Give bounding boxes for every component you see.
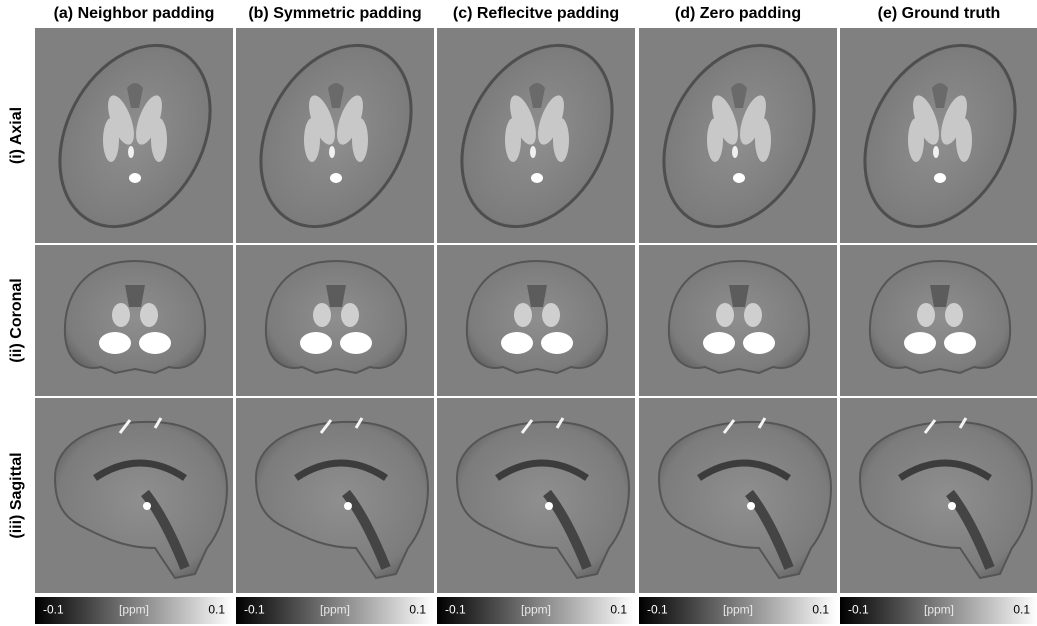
brain-outline	[467, 261, 607, 373]
deep-gray-matter	[744, 303, 762, 327]
column-header: (a) Neighbor padding	[54, 5, 215, 22]
deep-gray-matter	[352, 118, 368, 162]
colorbar-min: -0.1	[445, 603, 466, 617]
colorbar-unit: [ppm]	[521, 603, 551, 617]
bright-spot	[340, 332, 372, 354]
colorbar-max: 0.1	[1013, 603, 1030, 617]
brain-outline	[669, 261, 809, 373]
row-label: (i) Axial	[8, 107, 25, 164]
bright-spot	[948, 502, 956, 510]
brain-outline	[65, 261, 205, 373]
deep-gray-matter	[542, 303, 560, 327]
deep-gray-matter	[716, 303, 734, 327]
brain-slice	[65, 261, 205, 373]
bright-spot	[703, 332, 735, 354]
bright-spot	[732, 146, 738, 158]
row-label: (ii) Coronal	[8, 278, 25, 362]
bright-spot	[330, 173, 342, 183]
deep-gray-matter	[103, 118, 119, 162]
deep-gray-matter	[112, 303, 130, 327]
bright-spot	[329, 146, 335, 158]
deep-gray-matter	[908, 118, 924, 162]
colorbar-min: -0.1	[244, 603, 265, 617]
colorbar-min: -0.1	[43, 603, 64, 617]
column-header: (e) Ground truth	[878, 5, 1001, 22]
colorbar-unit: [ppm]	[119, 603, 149, 617]
deep-gray-matter	[956, 118, 972, 162]
bright-spot	[501, 332, 533, 354]
bright-spot	[344, 502, 352, 510]
row-label: (iii) Sagittal	[8, 452, 25, 538]
colorbar-unit: [ppm]	[320, 603, 350, 617]
colorbar-unit: [ppm]	[723, 603, 753, 617]
bright-spot	[541, 332, 573, 354]
deep-gray-matter	[313, 303, 331, 327]
deep-gray-matter	[151, 118, 167, 162]
deep-gray-matter	[553, 118, 569, 162]
colorbar-max: 0.1	[409, 603, 426, 617]
bright-spot	[934, 173, 946, 183]
bright-spot	[733, 173, 745, 183]
deep-gray-matter	[755, 118, 771, 162]
deep-gray-matter	[917, 303, 935, 327]
bright-spot	[143, 502, 151, 510]
colorbar-min: -0.1	[848, 603, 869, 617]
bright-spot	[904, 332, 936, 354]
brain-slice	[266, 261, 406, 373]
colorbar-max: 0.1	[812, 603, 829, 617]
bright-spot	[747, 502, 755, 510]
bright-spot	[933, 146, 939, 158]
bright-spot	[99, 332, 131, 354]
brain-outline	[266, 261, 406, 373]
colorbar-unit: [ppm]	[924, 603, 954, 617]
deep-gray-matter	[304, 118, 320, 162]
deep-gray-matter	[514, 303, 532, 327]
column-header: (b) Symmetric padding	[248, 5, 421, 22]
colorbar-max: 0.1	[208, 603, 225, 617]
deep-gray-matter	[341, 303, 359, 327]
bright-spot	[944, 332, 976, 354]
colorbar-min: -0.1	[647, 603, 668, 617]
colorbar-max: 0.1	[610, 603, 627, 617]
deep-gray-matter	[707, 118, 723, 162]
column-header: (c) Reflecitve padding	[453, 5, 619, 22]
bright-spot	[530, 146, 536, 158]
brain-slice	[669, 261, 809, 373]
column-header: (d) Zero padding	[675, 5, 801, 22]
bright-spot	[139, 332, 171, 354]
deep-gray-matter	[505, 118, 521, 162]
bright-spot	[128, 146, 134, 158]
brain-slice	[870, 261, 1010, 373]
brain-slice	[467, 261, 607, 373]
deep-gray-matter	[945, 303, 963, 327]
deep-gray-matter	[140, 303, 158, 327]
bright-spot	[545, 502, 553, 510]
bright-spot	[743, 332, 775, 354]
brain-outline	[870, 261, 1010, 373]
bright-spot	[300, 332, 332, 354]
bright-spot	[129, 173, 141, 183]
bright-spot	[531, 173, 543, 183]
figure: (a) Neighbor padding (b) Symmetric paddin…	[0, 0, 1037, 626]
